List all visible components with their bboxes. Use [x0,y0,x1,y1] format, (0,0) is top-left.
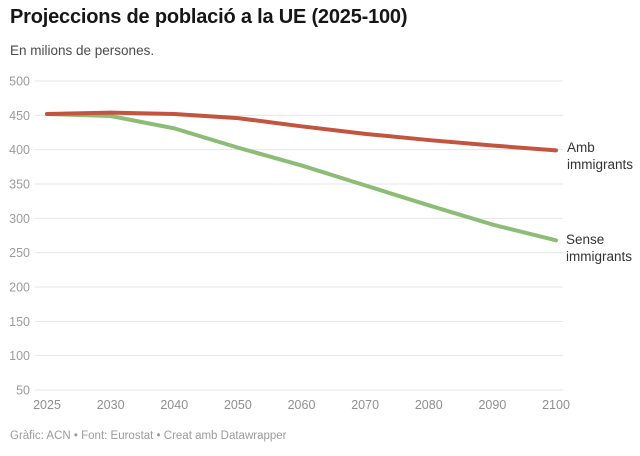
y-tick-label-500: 500 [9,75,30,89]
y-tick-label-100: 100 [9,349,30,363]
y-tick-label-200: 200 [9,281,30,295]
x-tick-label-2050: 2050 [224,398,252,412]
y-tick-label-300: 300 [9,212,30,226]
y-tick-label-350: 350 [9,178,30,192]
y-tick-label-250: 250 [9,246,30,260]
x-tick-label-2070: 2070 [351,398,379,412]
y-tick-label-50: 50 [16,384,30,398]
chart-subtitle: En milions de persones. [10,43,155,58]
x-tick-label-2030: 2030 [97,398,125,412]
chart-credit-line: Gràfic: ACN • Font: Eurostat • Creat amb… [10,430,287,442]
x-tick-label-2040: 2040 [160,398,188,412]
series-label-sense-immigrants: Sense immigrants [566,232,633,265]
x-tick-label-2060: 2060 [288,398,316,412]
series-line-sense-immigrants[interactable] [45,111,558,243]
chart-title: Projeccions de població a la UE (2025-10… [10,6,408,28]
series-line-amb-immigrants[interactable] [45,110,558,153]
y-tick-label-450: 450 [9,109,30,123]
series-label-amb-immigrants: Amb immigrants [567,140,634,173]
y-tick-label-400: 400 [9,143,30,157]
x-tick-label-2100: 2100 [542,398,570,412]
x-tick-label-2025: 2025 [33,398,61,412]
y-tick-label-150: 150 [9,315,30,329]
x-tick-label-2090: 2090 [478,398,506,412]
x-tick-label-2080: 2080 [415,398,443,412]
